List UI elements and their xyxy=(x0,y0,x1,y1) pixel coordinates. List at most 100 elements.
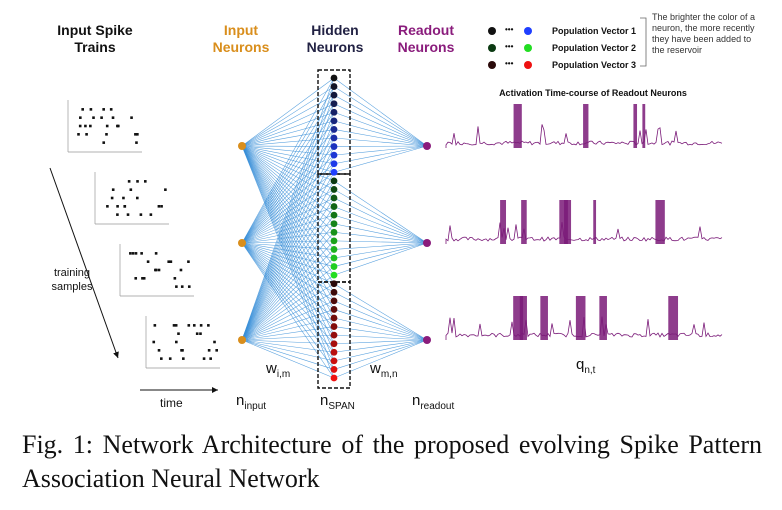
activation-title: Activation Time-course of Readout Neuron… xyxy=(499,88,687,98)
input-hidden-connection xyxy=(241,154,335,244)
hidden-readout-connection xyxy=(333,242,428,276)
hidden-readout-connection xyxy=(333,145,428,164)
legend-dark-dot xyxy=(488,61,496,69)
spike xyxy=(89,124,92,128)
readout-burst xyxy=(655,200,665,244)
spike xyxy=(157,268,161,272)
input-hidden-connection xyxy=(241,145,335,301)
hidden-neuron xyxy=(330,357,338,365)
hidden-neuron xyxy=(330,366,338,373)
spike xyxy=(154,268,158,272)
hidden-neuron xyxy=(330,160,338,168)
spike xyxy=(84,124,87,128)
n-span-label: nSPAN xyxy=(320,392,355,412)
time-label: time xyxy=(160,396,183,410)
input-hidden-connection xyxy=(241,155,335,341)
hidden-readout-connection xyxy=(333,214,428,244)
hidden-readout-connection xyxy=(333,317,428,341)
spike xyxy=(180,285,184,288)
spike xyxy=(153,324,157,327)
readout-burst xyxy=(519,296,527,340)
readout-burst xyxy=(575,296,586,340)
spike xyxy=(207,324,210,327)
spike xyxy=(172,324,176,327)
input-hidden-connection xyxy=(241,300,335,341)
hidden-neuron xyxy=(330,306,338,313)
readout-neuron xyxy=(423,142,431,150)
spike xyxy=(89,108,93,111)
hidden-readout-connection xyxy=(333,112,428,147)
input-hidden-connection xyxy=(241,242,335,327)
legend-label-2: Population Vector 2 xyxy=(552,43,637,53)
readout-burst xyxy=(564,200,572,244)
spike xyxy=(135,141,138,144)
hidden-readout-connection xyxy=(333,206,428,244)
input-neurons-label: Input Neurons xyxy=(212,22,270,55)
input-hidden-connection xyxy=(241,242,335,276)
input-hidden-connection xyxy=(241,145,335,361)
hidden-neuron xyxy=(330,220,338,228)
legend-label-1: Population Vector 1 xyxy=(552,26,637,36)
hidden-neuron xyxy=(330,108,338,116)
hidden-readout-connection xyxy=(333,94,428,147)
input-hidden-connection xyxy=(241,137,335,147)
n-input-label: ninput xyxy=(236,392,267,412)
hidden-neuron xyxy=(330,228,338,236)
spike xyxy=(187,260,190,263)
hidden-neuron xyxy=(330,374,338,382)
spike xyxy=(199,324,203,327)
legend-ellipsis-3: ••• xyxy=(505,59,514,68)
hidden-neuron xyxy=(330,91,338,99)
spike xyxy=(130,116,133,119)
readout-burst xyxy=(599,296,607,340)
hidden-readout-connection xyxy=(333,309,428,341)
hidden-neuron xyxy=(330,74,338,82)
hidden-neuron xyxy=(330,126,338,133)
spike xyxy=(105,133,108,136)
readout-burst xyxy=(559,200,568,244)
hidden-neuron xyxy=(330,168,338,176)
input-hidden-connection xyxy=(241,145,335,216)
spike xyxy=(164,188,167,191)
neurons xyxy=(238,74,431,382)
hidden-neuron xyxy=(330,151,338,159)
input-hidden-connection xyxy=(241,242,335,379)
spike xyxy=(167,260,171,263)
hidden-neuron xyxy=(330,246,338,253)
hidden-neuron xyxy=(330,280,338,288)
training-samples-arrow xyxy=(49,167,119,359)
hidden-readout-connection xyxy=(333,197,428,244)
spike xyxy=(116,213,119,216)
hidden-neuron xyxy=(330,314,338,322)
hidden-neuron xyxy=(330,323,338,330)
axis-arrows xyxy=(49,167,218,393)
spike xyxy=(141,277,144,280)
readout-neurons-label: Readout Neurons xyxy=(397,22,455,55)
input-hidden-connection xyxy=(241,334,335,341)
spike xyxy=(111,188,115,191)
spike xyxy=(181,349,184,352)
hidden-neuron xyxy=(330,288,338,296)
legend-bright-dot xyxy=(524,27,532,35)
spike xyxy=(157,205,161,208)
hidden-neuron xyxy=(330,194,338,202)
hidden-readout-connection xyxy=(333,145,428,173)
hidden-readout-connection xyxy=(333,137,428,147)
spike xyxy=(105,124,109,128)
spike xyxy=(106,205,109,208)
spike xyxy=(154,252,158,255)
spike xyxy=(187,285,191,288)
input-hidden-connection xyxy=(241,145,335,250)
hidden-neuron xyxy=(330,263,338,270)
spike xyxy=(116,205,119,208)
hidden-readout-connection xyxy=(333,145,428,147)
hidden-neuron xyxy=(330,100,338,108)
input-hidden-connection xyxy=(241,189,335,341)
spike xyxy=(110,196,114,200)
hidden-neuron xyxy=(330,203,338,210)
spike xyxy=(173,277,177,280)
hidden-neuron xyxy=(330,83,338,90)
input-hidden-connection xyxy=(241,145,335,207)
input-hidden-connection xyxy=(241,94,335,147)
input-hidden-connection xyxy=(241,77,335,147)
